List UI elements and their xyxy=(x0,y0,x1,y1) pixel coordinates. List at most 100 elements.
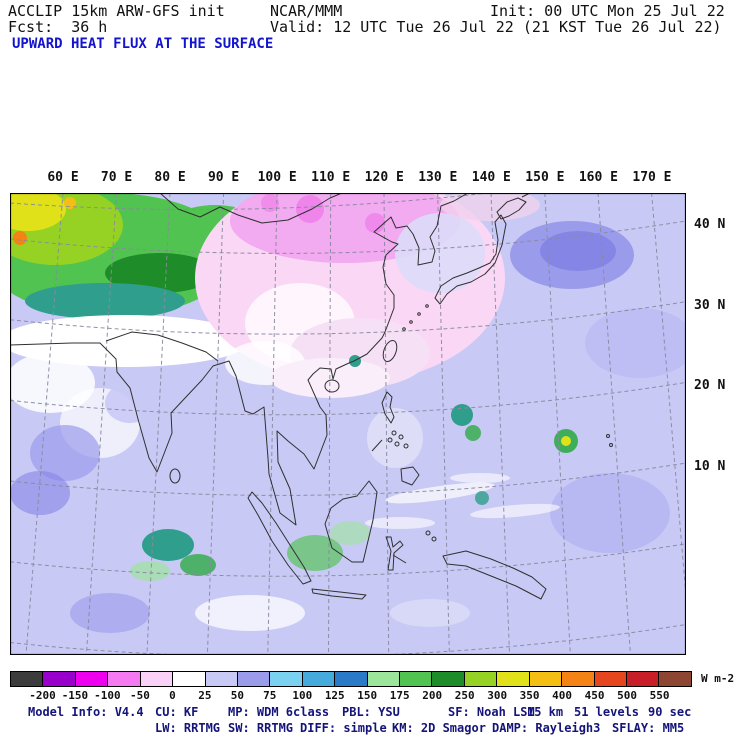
lon-label: 120 E xyxy=(364,170,404,185)
sumatra xyxy=(247,491,312,585)
colorbar-tick: 100 xyxy=(292,689,313,702)
colorbar-cell xyxy=(367,672,401,686)
model-id-text: ACCLIP 15km ARW-GFS init xyxy=(8,2,225,20)
colorbar-cell xyxy=(335,672,368,686)
colorbar-tick: 200 xyxy=(422,689,443,702)
asia-mainland-coast xyxy=(10,193,469,526)
footer-mp-scheme: MP: WDM 6class xyxy=(228,705,330,719)
colorbar-tick: 450 xyxy=(584,689,605,702)
colorbar-tick: 75 xyxy=(263,689,277,702)
colorbar-tick: 125 xyxy=(324,689,345,702)
footer-km-scheme: KM: 2D Smagor xyxy=(392,721,486,735)
colorbar-tick-labels: -200 -150 -100 -50 0 25 50 75 100 125 150 175 200 250… xyxy=(10,689,692,702)
longitude-axis: 60 E 70 E 80 E 90 E 100 E 110 E 120 E 130 E 140 … xyxy=(10,170,686,186)
graticule-grid xyxy=(10,193,686,655)
colorbar-cell xyxy=(11,672,44,686)
colorbar-cell xyxy=(205,672,238,686)
lat-label: 40 N xyxy=(694,217,726,232)
colorbar-cell xyxy=(140,672,174,686)
japan-honshu xyxy=(434,214,507,305)
latitude-axis: 40 N 30 N 20 N 10 N xyxy=(692,193,738,655)
colorbar-tick: -150 xyxy=(61,689,89,702)
colorbar-cell xyxy=(270,672,303,686)
philippines-mindanao xyxy=(400,466,420,486)
lon-label: 110 E xyxy=(311,170,351,185)
lat-label: 20 N xyxy=(694,378,726,394)
colorbar-tick: -200 xyxy=(29,689,56,702)
lat-label: 10 N xyxy=(694,459,726,475)
colorbar-tick: 550 xyxy=(649,689,670,702)
taiwan xyxy=(382,339,398,363)
hainan xyxy=(324,379,340,393)
valid-time-text: Valid: 12 UTC Tue 26 Jul 22 (21 KST Tue … xyxy=(270,18,722,36)
colorbar-cell xyxy=(237,672,271,686)
lat-label: 30 N xyxy=(694,297,726,313)
colorbar-tick: -50 xyxy=(129,689,150,702)
init-time-text: Init: 00 UTC Mon 25 Jul 22 xyxy=(490,2,725,20)
footer-cu-scheme: CU: KF xyxy=(155,705,199,719)
colorbar-cell xyxy=(173,672,206,686)
colorbar-cell xyxy=(108,672,141,686)
colorbar-units-label: W m-2 xyxy=(701,672,735,685)
philippines-luzon xyxy=(381,391,395,424)
colorbar-cell xyxy=(562,672,595,686)
footer-sw-scheme: SW: RRTMG xyxy=(228,721,294,735)
colorbar-tick: 175 xyxy=(389,689,410,702)
map-frame xyxy=(10,193,686,655)
colorbar-tick: 25 xyxy=(198,689,212,702)
lon-label: 150 E xyxy=(525,170,565,185)
lon-label: 140 E xyxy=(471,170,511,185)
colorbar-cell xyxy=(400,672,433,686)
colorbar-cell xyxy=(464,672,498,686)
colorbar-cell xyxy=(529,672,563,686)
footer-timestep: 90 sec xyxy=(648,705,692,719)
colorbar-cell xyxy=(594,672,628,686)
heatflux-field xyxy=(10,193,686,633)
footer-sflay-scheme: SFLAY: MM5 xyxy=(612,721,685,735)
lon-label: 100 E xyxy=(257,170,297,185)
colorbar-cell xyxy=(659,672,691,686)
borneo xyxy=(324,480,378,563)
footer-diff-scheme: DIFF: simple xyxy=(300,721,387,735)
colorbar-cell xyxy=(432,672,465,686)
lon-label: 60 E xyxy=(47,170,79,185)
lon-label: 70 E xyxy=(100,170,133,185)
lon-label: 130 E xyxy=(418,170,458,185)
colorbar-tick: 150 xyxy=(357,689,378,702)
map-canvas xyxy=(10,193,686,655)
plot-title: UPWARD HEAT FLUX AT THE SURFACE xyxy=(12,36,274,52)
map-panel xyxy=(10,193,686,655)
java xyxy=(311,588,367,600)
colorbar xyxy=(10,671,692,687)
footer-lw-scheme: LW: RRTMG xyxy=(155,721,221,735)
colorbar-tick: 400 xyxy=(552,689,573,702)
footer-model-version: Model Info: V4.4 xyxy=(28,705,144,719)
coastlines xyxy=(10,193,613,600)
new-guinea xyxy=(442,550,547,600)
palawan xyxy=(371,439,383,452)
forecast-hour-text: Fcst: 36 h xyxy=(8,18,108,36)
mongolia-border xyxy=(159,193,343,224)
colorbar-cell xyxy=(75,672,109,686)
footer-levels: 51 levels xyxy=(574,705,640,719)
lon-label: 170 E xyxy=(632,170,672,185)
himalaya-border xyxy=(105,331,219,362)
center-name-text: NCAR/MMM xyxy=(270,2,343,20)
colorbar-tick: 250 xyxy=(454,689,475,702)
colorbar-cell xyxy=(302,672,336,686)
colorbar-tick: 350 xyxy=(519,689,540,702)
lon-label: 80 E xyxy=(154,170,186,185)
sulawesi xyxy=(385,536,404,571)
colorbar-tick: 500 xyxy=(617,689,637,702)
footer-sf-scheme: SF: Noah LSM xyxy=(448,705,535,719)
colorbar-tick: 50 xyxy=(230,689,244,702)
lon-label: 160 E xyxy=(578,170,618,185)
colorbar-cell xyxy=(627,672,660,686)
footer-grid-spacing: 15 km xyxy=(527,705,564,719)
colorbar-cell xyxy=(43,672,76,686)
lon-label: 90 E xyxy=(207,170,240,185)
colorbar-tick: 0 xyxy=(169,689,176,702)
japan-hokkaido xyxy=(496,197,527,220)
footer-pbl-scheme: PBL: YSU xyxy=(342,705,400,719)
footer-damp-scheme: DAMP: Rayleigh3 xyxy=(492,721,601,735)
